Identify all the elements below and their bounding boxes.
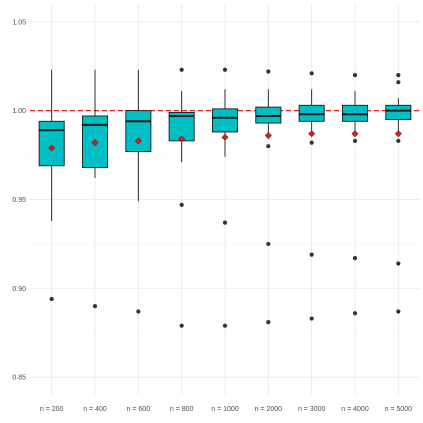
x-tick-label: n = 400 [83,406,107,413]
x-tick-label: n = 4000 [341,406,369,413]
y-tick-label: 1.05 [12,19,26,26]
outlier-point [396,80,401,85]
mean-marker [91,139,99,147]
mean-marker [308,130,316,138]
box-group [341,72,369,316]
x-tick-label: n = 600 [127,406,151,413]
outlier-point [396,72,401,78]
mean-marker [178,135,186,143]
box [211,108,239,133]
y-tick-label: 0.85 [12,375,26,382]
outlier-point [309,71,314,76]
box [385,104,412,120]
mean-marker [221,133,229,141]
outlier-point [352,138,358,143]
x-tick-label: n = 2000 [255,406,283,413]
mean-marker [134,137,142,145]
outlier-point [266,241,271,247]
outlier-point [179,67,184,72]
x-tick-label: n = 200 [40,406,64,413]
outlier-point [222,323,228,328]
y-tick-label: 1.00 [12,108,26,115]
box-group [211,67,239,328]
outlier-point [92,304,98,309]
outlier-point [136,309,141,314]
box-group [81,69,109,309]
outlier-point [352,72,358,78]
outlier-point [352,256,358,261]
outlier-point [266,69,271,74]
outlier-point [179,323,184,328]
box-group [298,71,325,321]
mean-marker [264,131,272,140]
box-group [385,72,412,314]
box-group [168,67,195,328]
outlier-point [266,144,271,149]
x-tick-label: n = 1000 [211,406,239,413]
box-group [125,69,152,314]
x-tick-label: n = 800 [170,406,194,413]
x-tick-label: n = 5000 [385,406,413,413]
outlier-point [396,309,401,314]
x-tick-label: n = 3000 [298,406,326,413]
outlier-point [396,138,401,143]
outlier-point [309,140,314,145]
outlier-point [49,296,54,302]
outlier-point [309,252,314,257]
outlier-point [266,320,271,325]
y-tick-label: 0.95 [12,197,26,204]
outlier-point [352,311,358,316]
outlier-point [222,220,228,225]
outlier-point [309,316,314,321]
outlier-point [179,202,184,207]
outlier-point [396,261,401,266]
box-group [38,69,65,302]
y-tick-label: 0.90 [12,286,26,293]
mean-marker [394,130,402,138]
box [38,120,65,167]
box-group [255,69,282,325]
mean-marker [48,144,56,152]
mean-marker [351,130,359,138]
outlier-point [222,67,228,72]
box [125,110,152,152]
